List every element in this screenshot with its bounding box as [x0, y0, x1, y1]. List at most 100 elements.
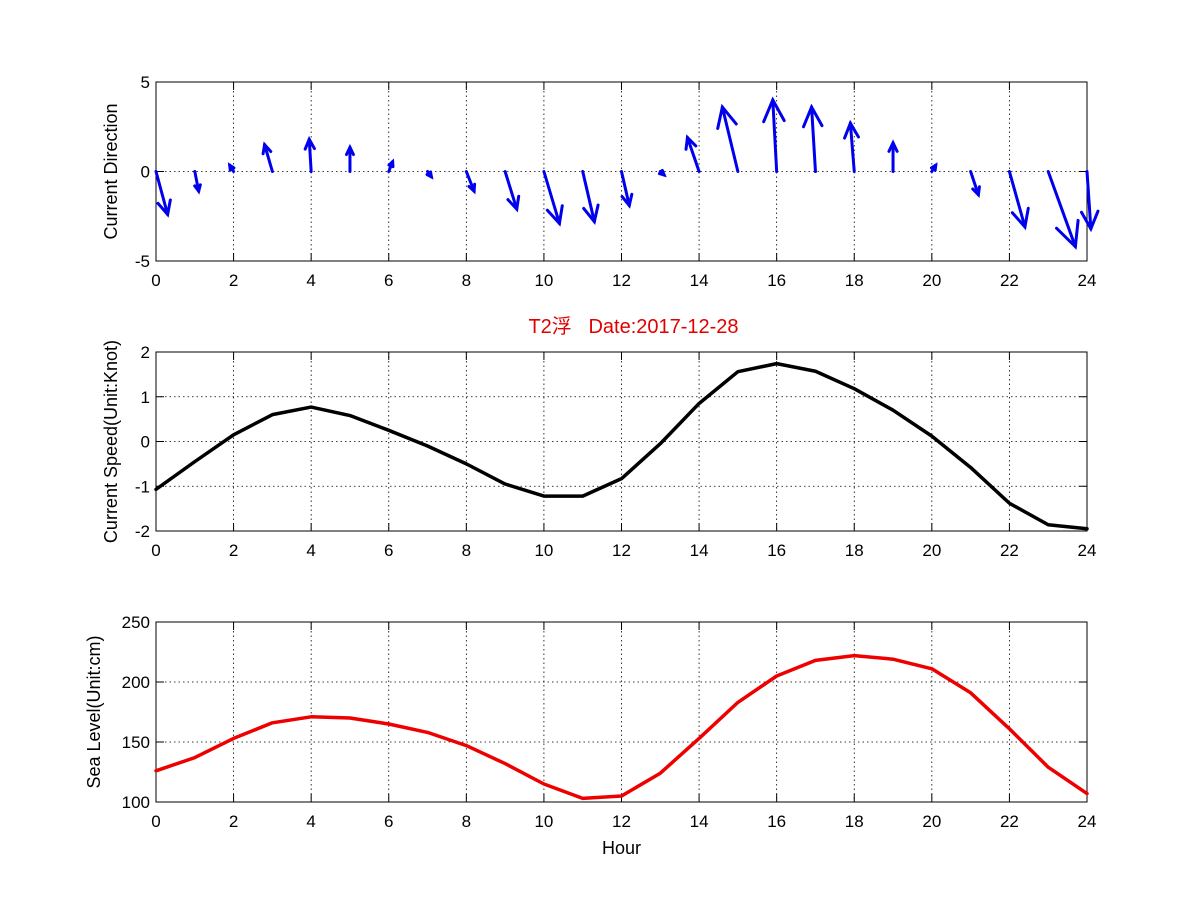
chart-title: T2浮 Date:2017-12-28 — [528, 315, 738, 338]
x-tick-label: 6 — [384, 812, 393, 831]
arrow-head — [387, 158, 395, 169]
x-tick-label: 6 — [384, 541, 393, 560]
current-arrow — [887, 139, 899, 173]
arrow-head — [156, 198, 172, 218]
x-tick-label: 2 — [229, 271, 238, 290]
current-arrow — [1080, 170, 1100, 233]
arrow-shaft — [542, 170, 561, 225]
current-arrow — [716, 103, 740, 173]
x-tick-label: 18 — [845, 812, 864, 831]
current-arrow — [344, 143, 355, 173]
arrow-shaft — [1007, 170, 1027, 229]
x-tick-label: 4 — [306, 812, 315, 831]
y-tick-label: -1 — [135, 477, 150, 496]
y-tick-label: 5 — [141, 73, 150, 92]
current-arrow — [684, 134, 701, 173]
arrow-head — [506, 194, 521, 213]
arrow-head — [887, 139, 899, 153]
x-tick-label: 24 — [1078, 541, 1097, 560]
current-arrow — [1046, 170, 1080, 250]
arrow-shaft — [154, 170, 170, 216]
arrow-head — [344, 143, 355, 157]
x-tick-label: 12 — [612, 271, 631, 290]
x-tick-label: 0 — [151, 541, 160, 560]
arrow-shaft — [771, 98, 779, 173]
x-tick-label: 22 — [1000, 541, 1019, 560]
arrow-head — [716, 103, 738, 130]
y-tick-label: -2 — [135, 522, 150, 541]
y-tick-label: 0 — [141, 163, 150, 182]
arrow-head — [762, 96, 786, 124]
current-arrow — [1007, 170, 1030, 231]
current-arrow — [969, 170, 981, 199]
current-arrow — [762, 96, 786, 173]
current-arrow — [843, 119, 860, 173]
arrow-head — [261, 141, 273, 156]
current-arrow — [929, 162, 938, 173]
current-arrow — [542, 170, 564, 227]
x-tick-label: 16 — [767, 541, 786, 560]
arrow-shaft — [848, 121, 856, 173]
arrow-shaft — [1046, 170, 1077, 249]
y-tick-label: 250 — [122, 613, 150, 632]
current-arrow — [387, 158, 395, 173]
current-arrow — [193, 170, 202, 195]
current-arrow — [503, 170, 521, 213]
x-tick-label: 24 — [1078, 812, 1097, 831]
arrow-head — [1080, 209, 1100, 233]
arrow-head — [1010, 206, 1030, 231]
arrow-shaft — [685, 135, 701, 173]
x-tick-label: 12 — [612, 812, 631, 831]
arrow-head — [193, 183, 202, 195]
y-tick-label: 150 — [122, 733, 150, 752]
y-tick-label: -5 — [135, 252, 150, 271]
x-tick-label: 14 — [690, 541, 709, 560]
current-arrow — [261, 141, 274, 173]
current-arrow — [581, 170, 600, 225]
current-arrow — [801, 103, 824, 173]
y-tick-label: 100 — [122, 793, 150, 812]
x-tick-label: 16 — [767, 812, 786, 831]
arrow-head — [843, 119, 860, 140]
arrow-head — [467, 182, 477, 195]
arrow-shaft — [581, 170, 596, 224]
x-tick-label: 18 — [845, 271, 864, 290]
x-tick-label: 8 — [462, 812, 471, 831]
x-tick-label: 14 — [690, 271, 709, 290]
y-axis-label: Current Direction — [101, 103, 121, 239]
y-axis-label: Current Speed(Unit:Knot) — [101, 340, 121, 543]
current-arrow — [154, 170, 172, 218]
x-tick-label: 6 — [384, 271, 393, 290]
arrow-head — [929, 162, 938, 172]
arrow-shaft — [620, 170, 631, 208]
y-tick-label: 200 — [122, 673, 150, 692]
x-tick-label: 18 — [845, 541, 864, 560]
current-arrow — [227, 162, 236, 173]
x-tick-label: 4 — [306, 271, 315, 290]
arrow-shaft — [810, 105, 817, 173]
x-tick-label: 14 — [690, 812, 709, 831]
y-tick-label: 0 — [141, 433, 150, 452]
arrow-shaft — [1085, 170, 1093, 231]
arrow-head — [545, 204, 564, 227]
x-tick-label: 24 — [1078, 271, 1097, 290]
x-tick-label: 16 — [767, 271, 786, 290]
x-tick-label: 2 — [229, 541, 238, 560]
x-tick-label: 8 — [462, 271, 471, 290]
arrow-shaft — [464, 170, 476, 193]
current-arrow — [620, 170, 634, 209]
x-tick-label: 8 — [462, 541, 471, 560]
arrow-head — [303, 135, 316, 151]
arrow-head — [620, 192, 634, 209]
x-tick-label: 12 — [612, 541, 631, 560]
x-tick-label: 10 — [534, 271, 553, 290]
x-axis-label: Hour — [602, 838, 641, 858]
arrow-head — [1055, 218, 1080, 250]
arrow-head — [657, 168, 667, 178]
current-arrow — [464, 170, 477, 195]
x-tick-label: 20 — [922, 541, 941, 560]
x-tick-label: 10 — [534, 812, 553, 831]
